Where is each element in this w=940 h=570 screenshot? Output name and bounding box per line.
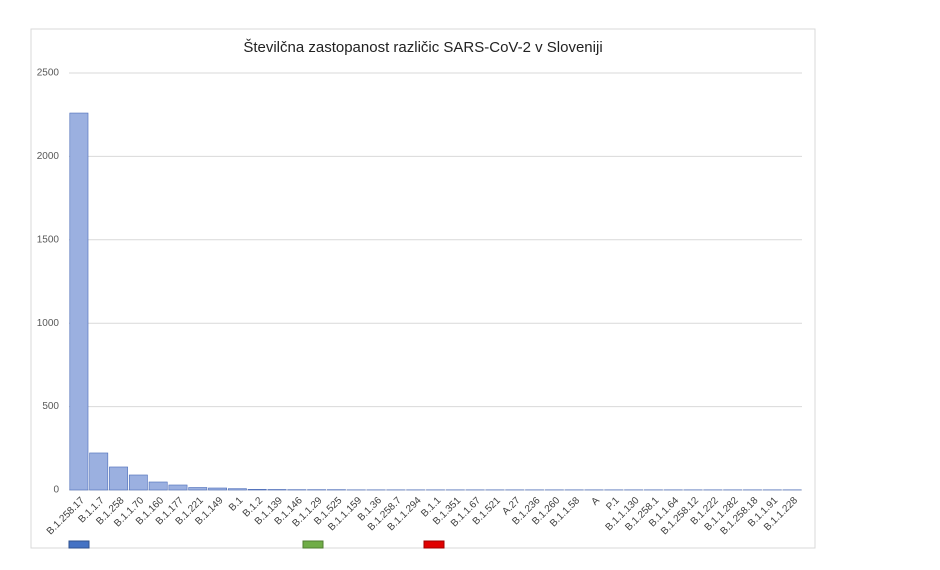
bar xyxy=(188,487,208,491)
bar xyxy=(109,466,128,491)
bar xyxy=(128,474,148,491)
bar xyxy=(69,112,89,491)
y-tick-label: 2000 xyxy=(37,151,60,162)
marker-green xyxy=(302,540,324,549)
y-tick-label: 1000 xyxy=(37,318,60,329)
marker-red xyxy=(423,540,445,549)
y-tick-label: 1500 xyxy=(37,234,60,245)
bar xyxy=(227,488,247,491)
marker-blue xyxy=(68,540,90,549)
y-tick-label: 500 xyxy=(42,401,59,412)
chart-frame xyxy=(30,28,816,549)
y-tick-label: 2500 xyxy=(37,68,60,79)
chart-title: Številčna zastopanost različic SARS-CoV-… xyxy=(243,39,602,56)
y-tick-label: 0 xyxy=(53,485,59,496)
bar xyxy=(267,489,287,491)
bar xyxy=(247,489,267,491)
bar xyxy=(208,487,227,491)
bar xyxy=(89,452,109,491)
bar xyxy=(168,484,188,491)
bar xyxy=(148,481,168,491)
